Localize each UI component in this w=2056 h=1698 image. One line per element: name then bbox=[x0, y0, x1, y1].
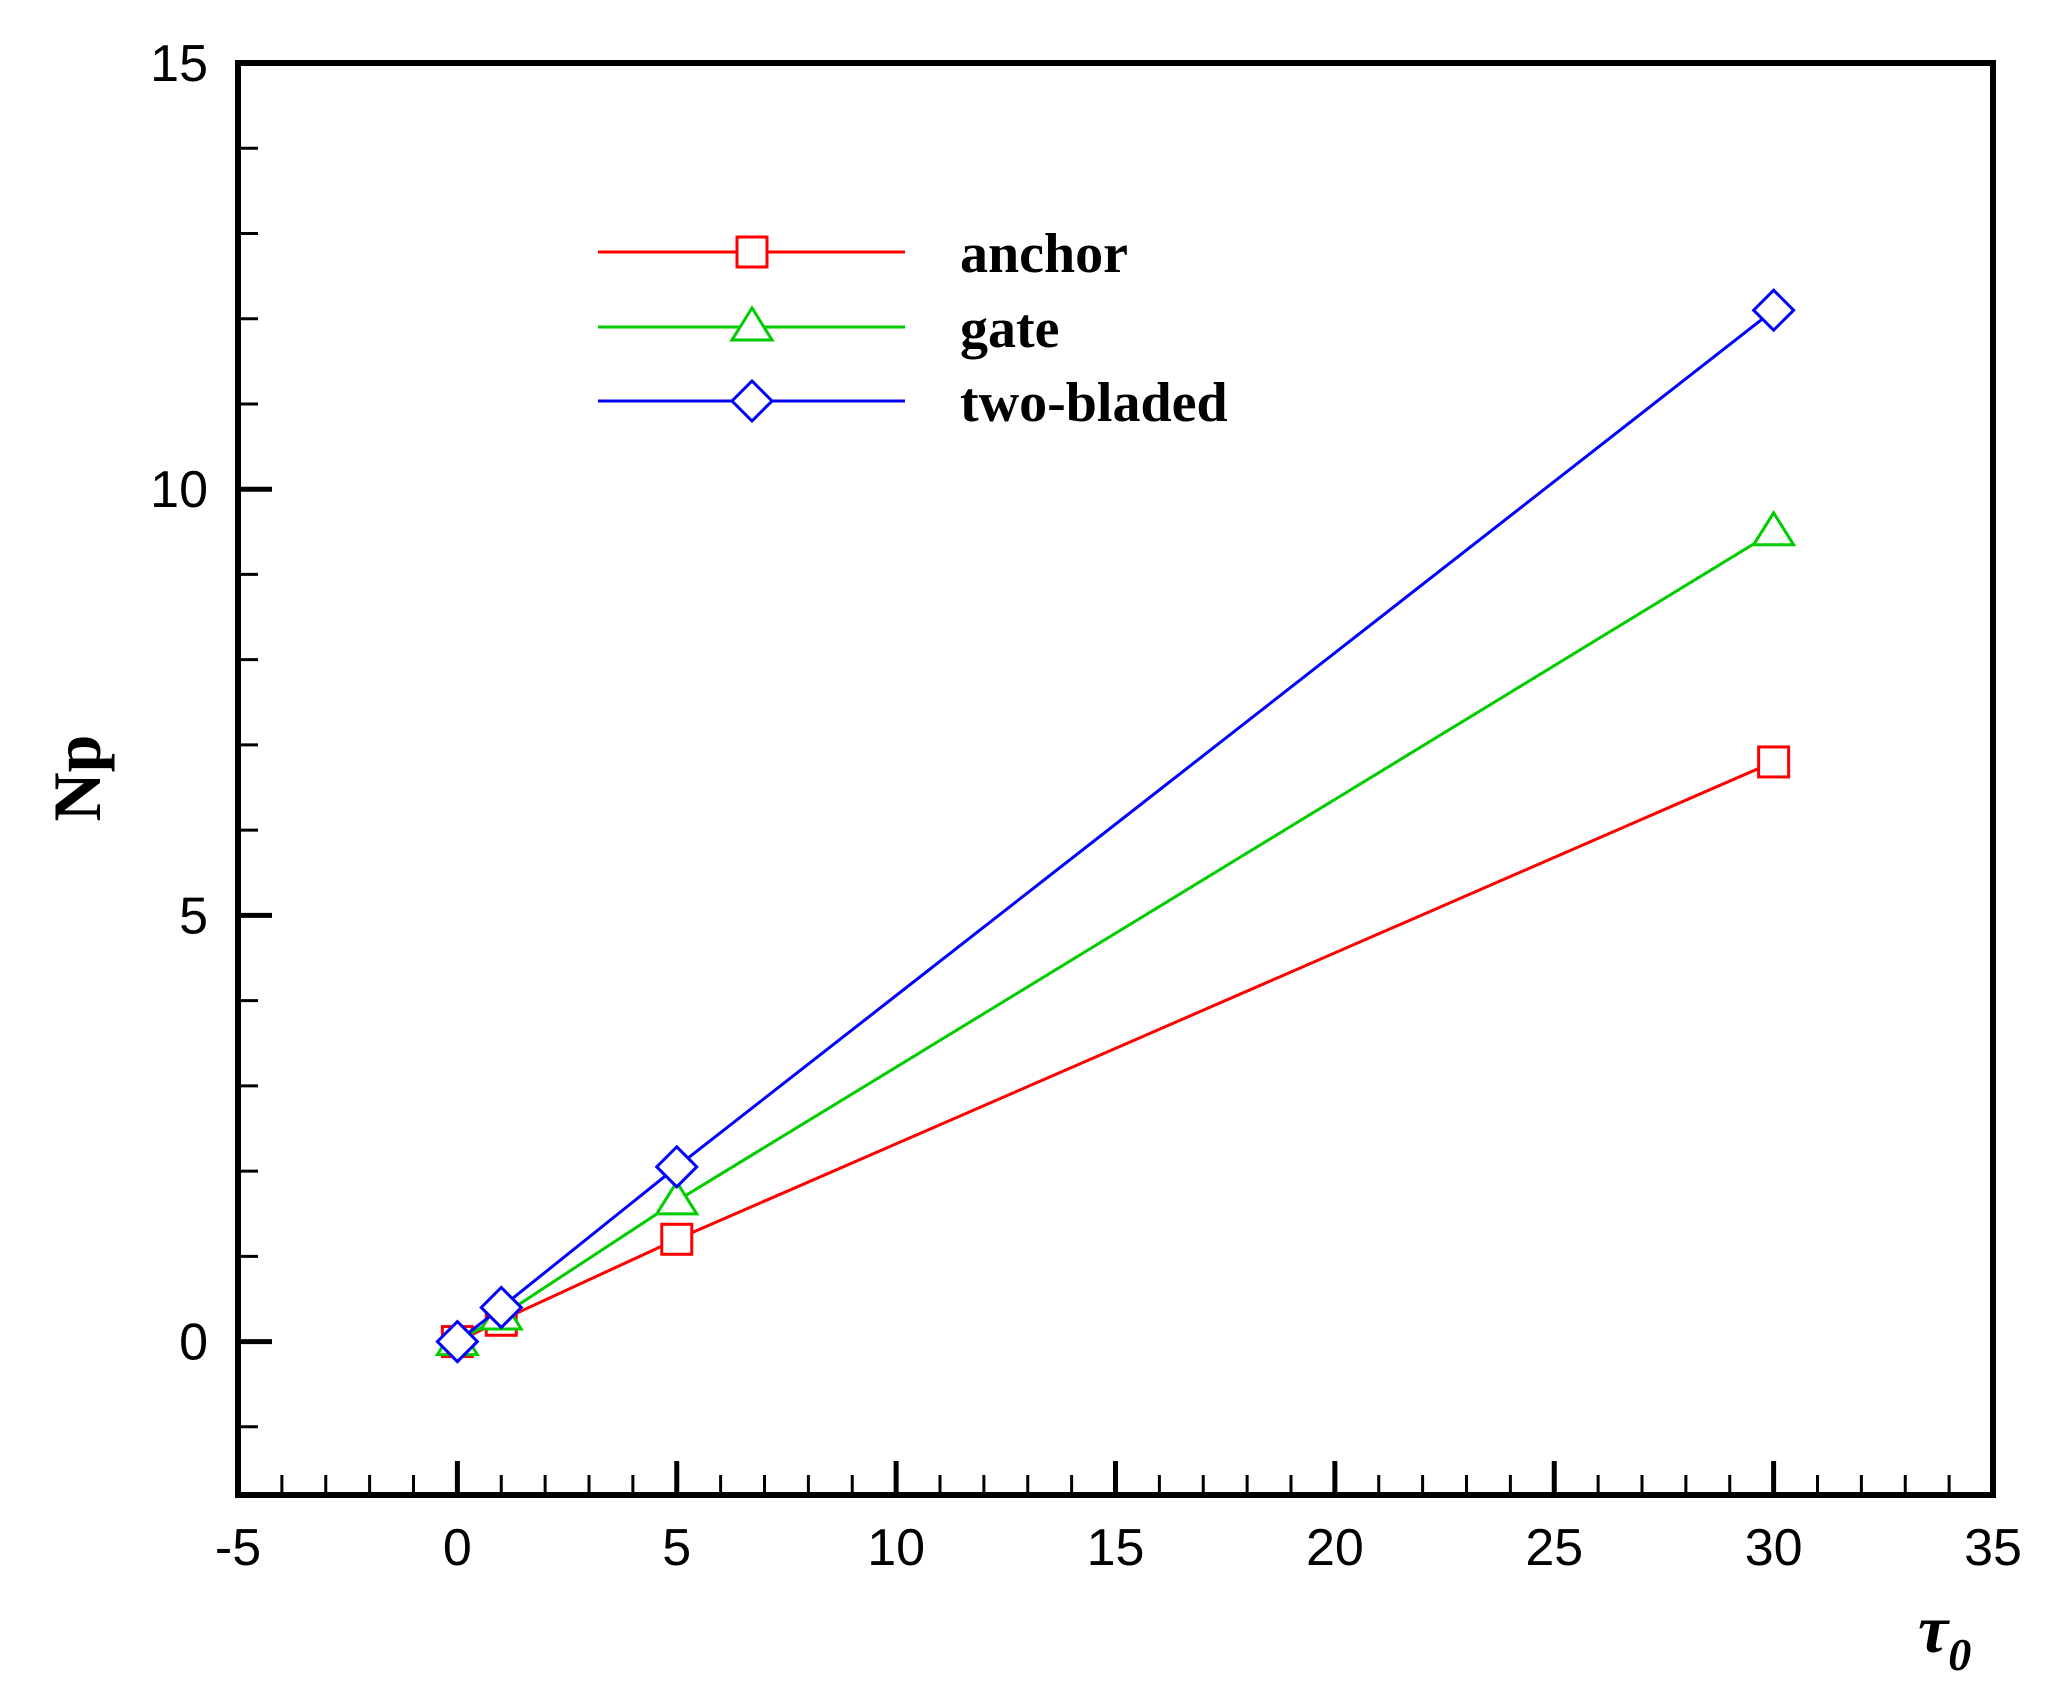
x-axis-title-main: τ bbox=[1918, 1591, 1950, 1667]
axis-tick-labels: -5 0 5 10 15 20 25 30 35 0 5 10 15 bbox=[150, 35, 2022, 1577]
series-line-gate bbox=[456, 530, 1775, 1343]
legend-swatch-marker bbox=[729, 378, 775, 424]
x-tick-label: 15 bbox=[1087, 1519, 1145, 1577]
x-axis-title: τ0 bbox=[1918, 1591, 1971, 1680]
axis-ticks bbox=[235, 60, 1996, 1495]
y-tick-label: 10 bbox=[150, 461, 208, 519]
series-line-two-bladed bbox=[456, 309, 1775, 1343]
x-tick-label: 20 bbox=[1306, 1519, 1364, 1577]
x-tick-label: 35 bbox=[1964, 1519, 2022, 1577]
data-point-two-bladed bbox=[1751, 288, 1796, 333]
x-tick-label: -5 bbox=[215, 1519, 261, 1577]
x-tick-label: 10 bbox=[867, 1519, 925, 1577]
x-tick-label: 0 bbox=[443, 1519, 472, 1577]
legend-item-gate: gate bbox=[598, 298, 1060, 360]
legend-swatch-marker bbox=[729, 305, 775, 342]
data-point-two-bladed bbox=[654, 1144, 699, 1189]
y-tick-label: 5 bbox=[179, 887, 208, 945]
x-tick-label: 30 bbox=[1745, 1519, 1803, 1577]
legend-label: anchor bbox=[960, 223, 1128, 285]
series-layer bbox=[434, 288, 1797, 1364]
data-point-anchor bbox=[660, 1222, 694, 1256]
series-gate bbox=[434, 509, 1797, 1357]
legend-item-two-bladed: two-bladed bbox=[598, 372, 1228, 434]
data-point-two-bladed bbox=[435, 1319, 480, 1364]
legend-swatch-marker bbox=[735, 235, 769, 269]
series-line-anchor bbox=[456, 760, 1775, 1343]
data-point-two-bladed bbox=[479, 1285, 524, 1330]
x-axis-title-subscript: 0 bbox=[1948, 1629, 1971, 1680]
series-two-bladed bbox=[435, 288, 1796, 1364]
legend-item-anchor: anchor bbox=[598, 223, 1128, 285]
series-anchor bbox=[440, 745, 1791, 1359]
y-tick-label: 15 bbox=[150, 35, 208, 93]
data-point-gate bbox=[654, 1179, 700, 1216]
data-point-anchor bbox=[1757, 745, 1791, 779]
y-axis-title: Np bbox=[39, 735, 115, 822]
y-tick-label: 0 bbox=[179, 1314, 208, 1372]
x-tick-label: 25 bbox=[1525, 1519, 1583, 1577]
data-point-gate bbox=[1750, 509, 1797, 547]
x-tick-label: 5 bbox=[662, 1519, 691, 1577]
legend-label: two-bladed bbox=[960, 372, 1228, 434]
legend-label: gate bbox=[960, 298, 1060, 360]
legend: anchor gate two-bladed bbox=[598, 223, 1228, 434]
